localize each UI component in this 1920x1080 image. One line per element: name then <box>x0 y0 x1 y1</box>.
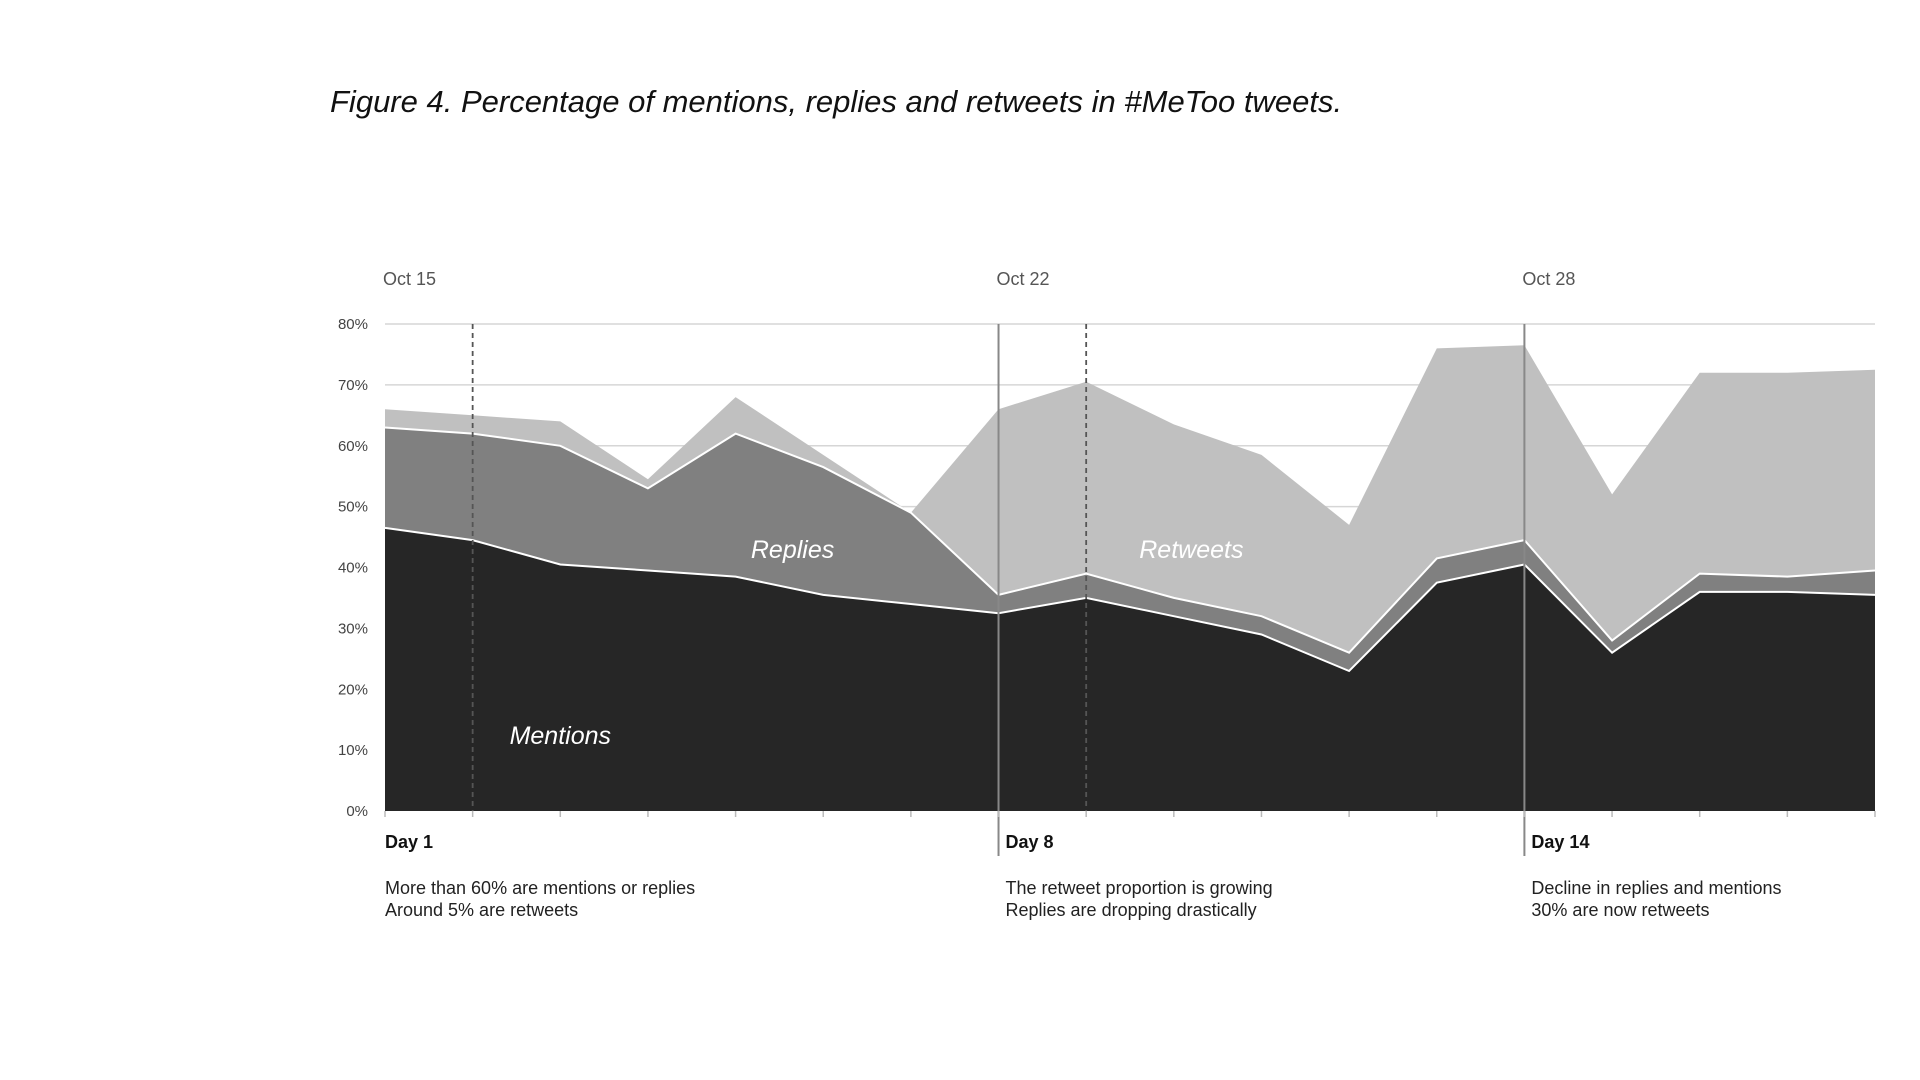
area-mentions <box>385 527 1875 811</box>
y-tick-label: 60% <box>338 438 368 455</box>
y-tick-label: 40% <box>338 560 368 577</box>
annotation-note: More than 60% are mentions or replies <box>385 878 695 898</box>
area-replies <box>385 427 1875 671</box>
area-retweets <box>385 345 1875 653</box>
annotations: Oct 15 Oct 22 Oct 28 Day 1 More than 60% are… <box>383 269 1782 920</box>
y-tick-label: 70% <box>338 377 368 394</box>
y-tick-label: 50% <box>338 499 368 516</box>
figure-title: Figure 4. Percentage of mentions, replie… <box>330 84 1343 119</box>
date-label: Oct 22 <box>997 269 1050 289</box>
day-label: Day 14 <box>1531 832 1589 852</box>
y-tick-label: 0% <box>346 803 368 820</box>
y-tick-label: 80% <box>338 316 368 333</box>
boundary-line-mentions <box>384 526 1876 673</box>
date-label: Oct 15 <box>383 269 436 289</box>
series-label-replies: Replies <box>751 536 834 564</box>
annotation-note: The retweet proportion is growing <box>1006 878 1273 898</box>
series-areas <box>384 345 1876 811</box>
marker-lines <box>471 324 1526 856</box>
annotation-note: Around 5% are retweets <box>385 900 578 920</box>
axis-labels: 0% 10% 20% 30% 40% 50% 60% 70% 80% <box>338 316 1876 820</box>
day-label: Day 1 <box>385 832 433 852</box>
y-tick-label: 20% <box>338 681 368 698</box>
annotation-note: 30% are now retweets <box>1531 900 1709 920</box>
series-labels: Mentions Replies Retweets <box>510 536 1244 750</box>
boundary-line-replies <box>384 426 1876 654</box>
annotation-note: Decline in replies and mentions <box>1531 878 1781 898</box>
annotation-note: Replies are dropping drastically <box>1006 900 1257 920</box>
day-label: Day 8 <box>1006 832 1054 852</box>
y-tick-label: 10% <box>338 742 368 759</box>
series-label-mentions: Mentions <box>510 722 611 750</box>
y-tick-label: 30% <box>338 620 368 637</box>
series-label-retweets: Retweets <box>1139 536 1243 564</box>
date-label: Oct 28 <box>1522 269 1575 289</box>
